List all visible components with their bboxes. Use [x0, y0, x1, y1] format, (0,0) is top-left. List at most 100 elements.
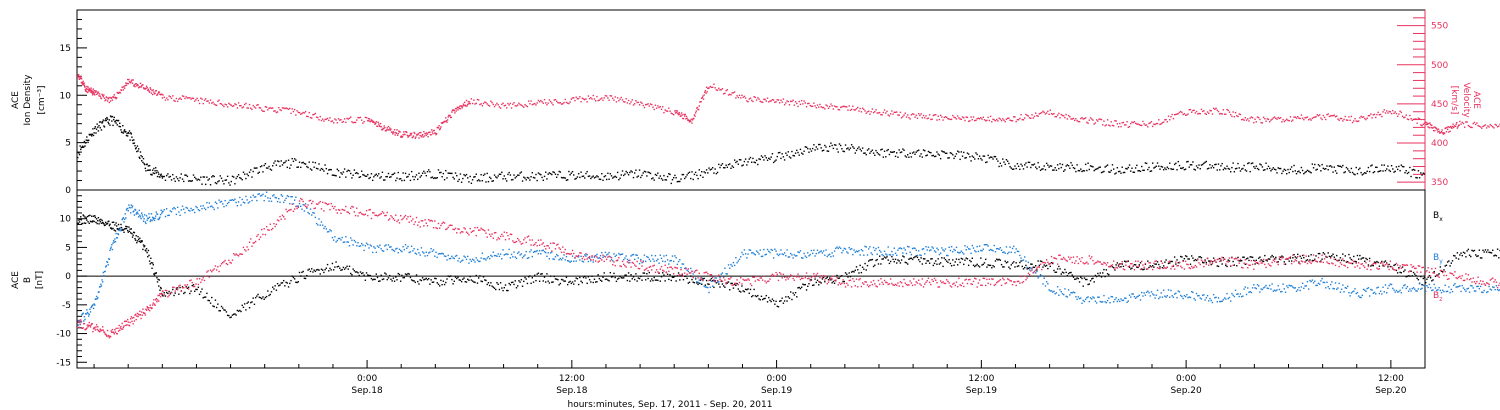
density-point — [1249, 170, 1251, 173]
density-point — [1278, 167, 1281, 170]
bx-point — [458, 279, 460, 281]
bx-point — [108, 220, 110, 222]
density-point — [437, 169, 440, 171]
velocity-point — [1193, 109, 1195, 112]
density-point — [122, 124, 124, 127]
density-point — [280, 160, 282, 162]
velocity-point — [677, 112, 679, 115]
bx-point — [410, 279, 413, 281]
bx-point — [1239, 260, 1242, 262]
velocity-point — [1228, 111, 1231, 113]
velocity-point — [1044, 113, 1047, 115]
bx-point — [1216, 265, 1218, 267]
velocity-point — [813, 102, 815, 104]
velocity-point — [959, 118, 961, 120]
velocity-point — [1332, 115, 1334, 117]
bx-point — [955, 258, 958, 260]
bx-point — [1025, 264, 1027, 267]
bx-point — [933, 262, 936, 265]
bx-point — [985, 258, 987, 261]
bx-point — [1016, 265, 1019, 268]
bx-point — [161, 294, 164, 296]
velocity-point — [946, 116, 948, 119]
bx-point — [185, 285, 187, 288]
density-point — [663, 174, 665, 177]
velocity-point — [201, 98, 203, 100]
velocity-tick-label: 450 — [1431, 100, 1448, 110]
bx-point — [584, 275, 586, 278]
bx-point — [280, 282, 282, 284]
bx-point — [362, 272, 364, 274]
velocity-point — [152, 89, 154, 91]
bx-point — [637, 277, 640, 279]
velocity-point — [425, 134, 427, 137]
bx-point — [868, 260, 870, 262]
velocity-point — [1429, 122, 1431, 124]
density-point — [1329, 165, 1332, 167]
velocity-point — [234, 103, 236, 105]
density-point — [623, 174, 625, 177]
density-point — [671, 178, 674, 181]
velocity-point — [383, 125, 385, 127]
bx-point — [1204, 259, 1206, 261]
bx-point — [1456, 252, 1459, 254]
density-point — [786, 154, 788, 156]
velocity-point — [445, 120, 448, 122]
bx-point — [429, 283, 431, 285]
velocity-point — [1005, 118, 1008, 120]
density-point — [905, 156, 908, 158]
velocity-point — [646, 103, 648, 106]
bx-point — [1310, 254, 1312, 256]
bx-point — [454, 276, 457, 278]
density-point — [920, 153, 922, 155]
velocity-point — [323, 120, 325, 122]
density-point — [580, 171, 582, 173]
bx-point — [1389, 265, 1392, 268]
velocity-point — [1372, 114, 1374, 116]
density-point — [442, 172, 445, 175]
bx-point — [401, 274, 403, 277]
velocity-point — [1360, 115, 1362, 118]
velocity-point — [103, 97, 106, 99]
velocity-point — [655, 107, 658, 109]
density-point — [365, 175, 368, 177]
density-point — [949, 152, 952, 154]
velocity-point — [1364, 117, 1366, 120]
bx-point — [1094, 274, 1097, 277]
bx-point — [541, 273, 543, 275]
bx-point — [730, 282, 732, 285]
velocity-point — [258, 106, 261, 109]
velocity-point — [156, 93, 159, 96]
velocity-point — [1368, 114, 1371, 117]
velocity-point — [137, 84, 139, 86]
density-point — [978, 155, 981, 157]
density-point — [1405, 169, 1407, 172]
density-point — [1145, 162, 1148, 165]
bx-point — [1210, 263, 1212, 266]
density-point — [771, 153, 774, 155]
bx-point — [109, 223, 111, 226]
density-point — [930, 151, 932, 154]
density-point — [1200, 164, 1203, 166]
bx-point — [139, 241, 142, 244]
bx-point — [156, 276, 158, 279]
density-point — [1362, 173, 1365, 175]
density-point — [993, 155, 995, 158]
bx-point — [793, 294, 796, 296]
bx-point — [780, 300, 782, 302]
bx-point — [709, 279, 711, 281]
velocity-point — [1428, 122, 1430, 125]
velocity-point — [1293, 116, 1295, 118]
velocity-point — [1177, 112, 1179, 115]
velocity-point — [680, 115, 682, 117]
velocity-point — [1156, 122, 1159, 125]
velocity-point — [208, 102, 211, 104]
density-point — [1220, 165, 1222, 167]
density-point — [1128, 164, 1131, 166]
density-point — [1288, 171, 1290, 174]
bx-point — [1131, 267, 1133, 269]
velocity-point — [133, 85, 135, 87]
density-point — [1175, 162, 1177, 165]
bx-point — [1103, 268, 1105, 271]
